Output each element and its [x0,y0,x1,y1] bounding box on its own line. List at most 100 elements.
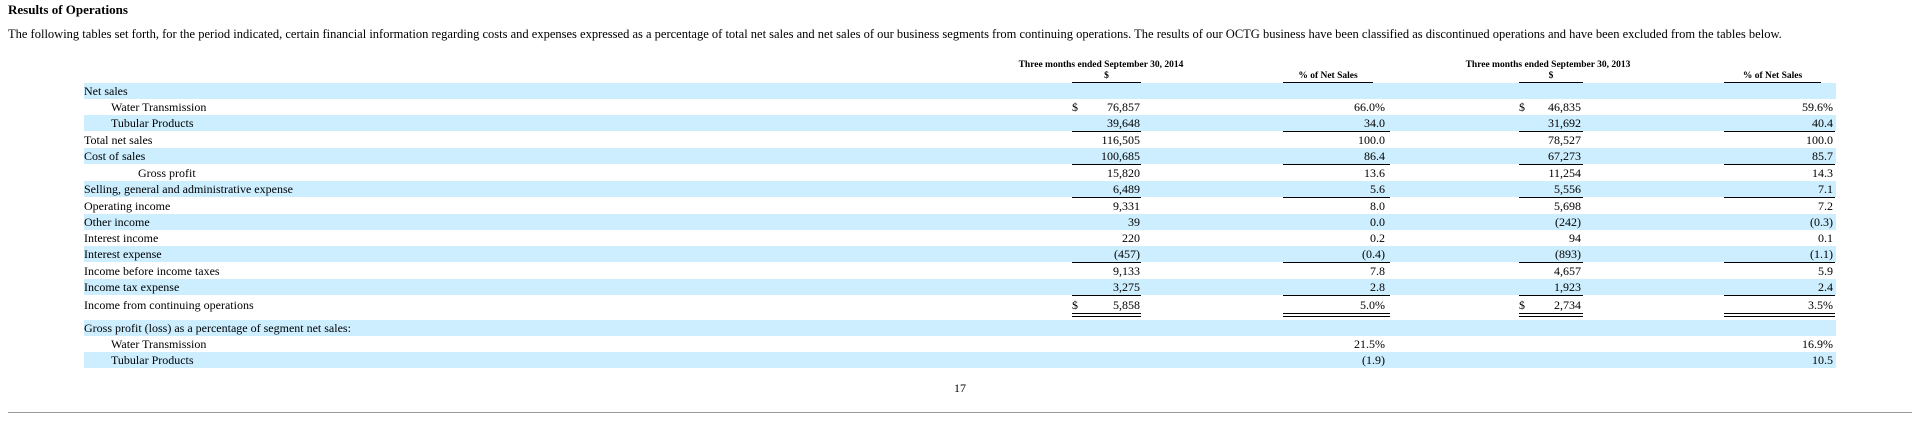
cell-amount-2013: 5,698 [1554,199,1581,213]
cell-pct-2014: 100.0 [1358,133,1385,147]
table-row: Net sales [84,83,1836,99]
cell-pct-2013: 7.2 [1818,199,1833,213]
row-label: Cost of sales [84,149,146,163]
cell-amount-2014: 220 [1122,231,1140,245]
cell-amount-2013: 2,734 [1554,298,1581,312]
cell-pct-2014: (1.9) [1362,353,1385,367]
cell-pct-2013: 3.5% [1808,298,1833,312]
single-underline [1283,164,1390,165]
cell-amount-2013: (893) [1555,247,1581,261]
row-label: Selling, general and administrative expe… [84,182,293,196]
cell-amount-2014: 39 [1128,215,1140,229]
table-row: Interest income 220 0.2 94 0.1 [84,230,1836,246]
single-underline [1519,131,1583,132]
page-number: 17 [954,381,966,395]
single-underline [1724,262,1835,263]
cell-pct-2014: 2.8 [1370,280,1385,294]
row-label: Tubular Products [111,353,194,367]
single-underline [1519,164,1583,165]
cell-amount-2014: 39,648 [1107,116,1140,130]
double-underline [1519,313,1583,317]
cell-amount-2013: 67,273 [1548,149,1581,163]
table-row: Total net sales 116,505 100.0 78,527 100.0 [84,132,1836,148]
cell-pct-2014: 86.4 [1364,149,1385,163]
cell-pct-2013: 10.5 [1812,353,1833,367]
row-label: Total net sales [84,133,153,147]
cell-pct-2013: 16.9% [1802,337,1833,351]
cell-amount-2014: 9,331 [1113,199,1140,213]
single-underline [1283,131,1390,132]
cell-pct-2014: 5.6 [1370,182,1385,196]
cell-amount-2013: 31,692 [1548,116,1581,130]
table-row: Selling, general and administrative expe… [84,181,1836,197]
table-row: Tubular Products (1.9) 10.5 [84,352,1836,368]
cell-pct-2013: 0.1 [1818,231,1833,245]
cell-pct-2013: (0.3) [1810,215,1833,229]
period-header-2013: Three months ended September 30, 2013 [1465,60,1631,70]
row-label: Interest income [84,231,159,245]
section-title: Results of Operations [8,2,128,17]
col-header-pct-2013: % of Net Sales [1724,71,1821,83]
single-underline [1519,197,1583,198]
cell-pct-2014: 21.5% [1354,337,1385,351]
row-label: Other income [84,215,150,229]
table-row: Tubular Products 39,648 34.0 31,692 40.4 [84,115,1836,131]
cell-amount-2013: 1,923 [1554,280,1581,294]
single-underline [1519,295,1583,296]
col-header-pct-2014: % of Net Sales [1283,71,1373,83]
row-label: Water Transmission [111,337,207,351]
dollar-sign: $ [1072,100,1078,114]
single-underline [1072,131,1141,132]
cell-pct-2013: 85.7 [1812,149,1833,163]
cell-amount-2013: 5,556 [1554,182,1581,196]
double-underline [1283,313,1390,317]
col-header-amount-2013: $ [1519,71,1583,83]
row-label: Tubular Products [111,116,194,130]
table-row: Water Transmission 76,857 66.0% 46,835 59.6%… [84,99,1836,115]
cell-pct-2014: 13.6 [1364,166,1385,180]
cell-amount-2013: 94 [1569,231,1581,245]
cell-amount-2014: 3,275 [1113,280,1140,294]
cell-pct-2013: (1.1) [1810,247,1833,261]
table-row: Interest expense (457) (0.4) (893) (1.1) [84,246,1836,262]
cell-amount-2014: 76,857 [1107,100,1140,114]
single-underline [1724,164,1835,165]
cell-amount-2013: 4,657 [1554,264,1581,278]
table-row: Income before income taxes 9,133 7.8 4,657 5… [84,263,1836,279]
single-underline [1724,131,1835,132]
cell-pct-2013: 14.3 [1812,166,1833,180]
cell-amount-2014: 116,505 [1101,133,1140,147]
cell-amount-2013: 46,835 [1548,100,1581,114]
row-label: Income from continuing operations [84,298,254,312]
results-table: Net sales Water Transmission 76,857 66.0% 46… [84,83,1836,368]
row-label: Water Transmission [111,100,207,114]
cell-amount-2013: 78,527 [1548,133,1581,147]
cell-pct-2014: 5.0% [1360,298,1385,312]
single-underline [1072,197,1141,198]
cell-pct-2013: 2.4 [1818,280,1833,294]
table-row: Income from continuing operations 5,858 5.… [84,297,1836,313]
row-label: Operating income [84,199,171,213]
cell-pct-2013: 40.4 [1812,116,1833,130]
cell-pct-2013: 5.9 [1818,264,1833,278]
table-row: Gross profit 15,820 13.6 11,254 14.3 [84,165,1836,181]
cell-amount-2014: 6,489 [1113,182,1140,196]
cell-pct-2013: 7.1 [1818,182,1833,196]
cell-amount-2013: (242) [1555,215,1581,229]
cell-pct-2014: 66.0% [1354,100,1385,114]
single-underline [1724,295,1835,296]
row-label: Income before income taxes [84,264,220,278]
row-label: Interest expense [84,247,162,261]
cell-amount-2014: (457) [1114,247,1140,261]
cell-pct-2014: (0.4) [1362,247,1385,261]
cell-pct-2013: 59.6% [1802,100,1833,114]
double-underline [1724,313,1835,317]
single-underline [1283,262,1390,263]
cell-pct-2013: 100.0 [1806,133,1833,147]
cell-pct-2014: 34.0 [1364,116,1385,130]
table-row: Other income 39 0.0 (242) (0.3) [84,214,1836,230]
cell-amount-2014: 5,858 [1113,298,1140,312]
single-underline [1724,197,1835,198]
row-label: Income tax expense [84,280,180,294]
double-underline [1072,313,1141,317]
